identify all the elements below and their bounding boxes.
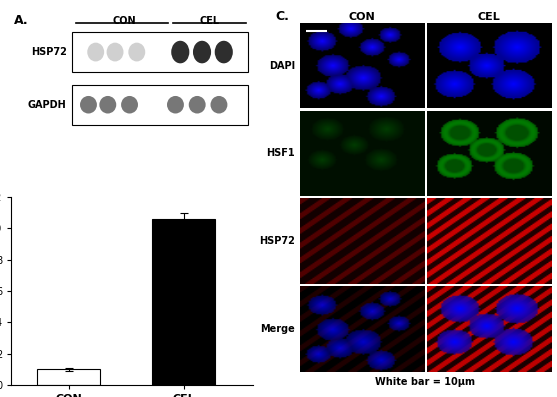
Ellipse shape [171, 41, 189, 64]
Ellipse shape [189, 96, 206, 114]
Text: White bar = 10μm: White bar = 10μm [375, 377, 476, 387]
Text: DAPI: DAPI [268, 61, 295, 71]
Text: CON: CON [348, 12, 375, 22]
Bar [152, 219, 216, 385]
Ellipse shape [214, 41, 233, 64]
Ellipse shape [211, 96, 227, 114]
Text: HSP72: HSP72 [31, 47, 67, 57]
Text: C.: C. [276, 10, 290, 23]
Text: CEL: CEL [478, 12, 501, 22]
Text: HSF1: HSF1 [266, 148, 295, 158]
Text: HSP72: HSP72 [259, 236, 295, 246]
Bar [37, 370, 100, 385]
Bar [71, 32, 248, 72]
Ellipse shape [193, 41, 211, 64]
Ellipse shape [167, 96, 184, 114]
Text: Merge: Merge [260, 324, 295, 334]
Text: A.: A. [13, 14, 28, 27]
Ellipse shape [128, 42, 145, 62]
Ellipse shape [99, 96, 116, 114]
Ellipse shape [106, 42, 124, 62]
Ellipse shape [87, 42, 104, 62]
Ellipse shape [121, 96, 138, 114]
Bar [71, 85, 248, 125]
Text: CEL: CEL [199, 15, 219, 26]
Text: GAPDH: GAPDH [28, 100, 67, 110]
Text: CON: CON [113, 15, 136, 26]
Ellipse shape [80, 96, 97, 114]
